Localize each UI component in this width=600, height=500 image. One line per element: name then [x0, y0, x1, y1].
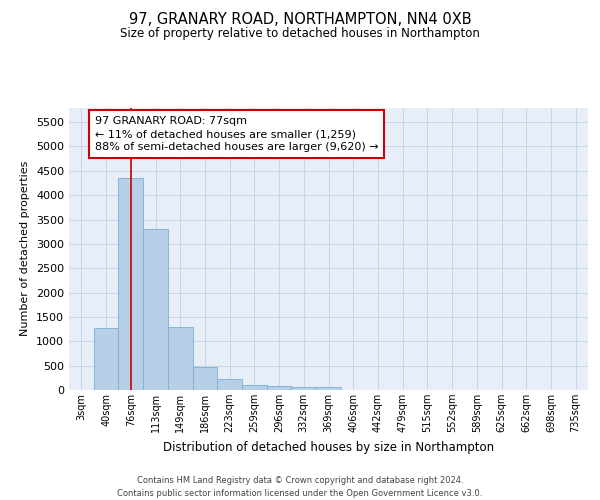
- Bar: [242, 385, 267, 390]
- Bar: [217, 379, 242, 390]
- Bar: [292, 388, 316, 390]
- Text: 97, GRANARY ROAD, NORTHAMPTON, NN4 0XB: 97, GRANARY ROAD, NORTHAMPTON, NN4 0XB: [128, 12, 472, 28]
- Bar: [316, 387, 341, 390]
- Bar: [267, 386, 292, 390]
- X-axis label: Distribution of detached houses by size in Northampton: Distribution of detached houses by size …: [163, 440, 494, 454]
- Bar: [143, 230, 168, 390]
- Bar: [94, 328, 118, 390]
- Bar: [118, 178, 143, 390]
- Bar: [193, 366, 217, 390]
- Bar: [168, 327, 193, 390]
- Text: 97 GRANARY ROAD: 77sqm
← 11% of detached houses are smaller (1,259)
88% of semi-: 97 GRANARY ROAD: 77sqm ← 11% of detached…: [95, 116, 379, 152]
- Text: Contains HM Land Registry data © Crown copyright and database right 2024.
Contai: Contains HM Land Registry data © Crown c…: [118, 476, 482, 498]
- Y-axis label: Number of detached properties: Number of detached properties: [20, 161, 31, 336]
- Text: Size of property relative to detached houses in Northampton: Size of property relative to detached ho…: [120, 28, 480, 40]
